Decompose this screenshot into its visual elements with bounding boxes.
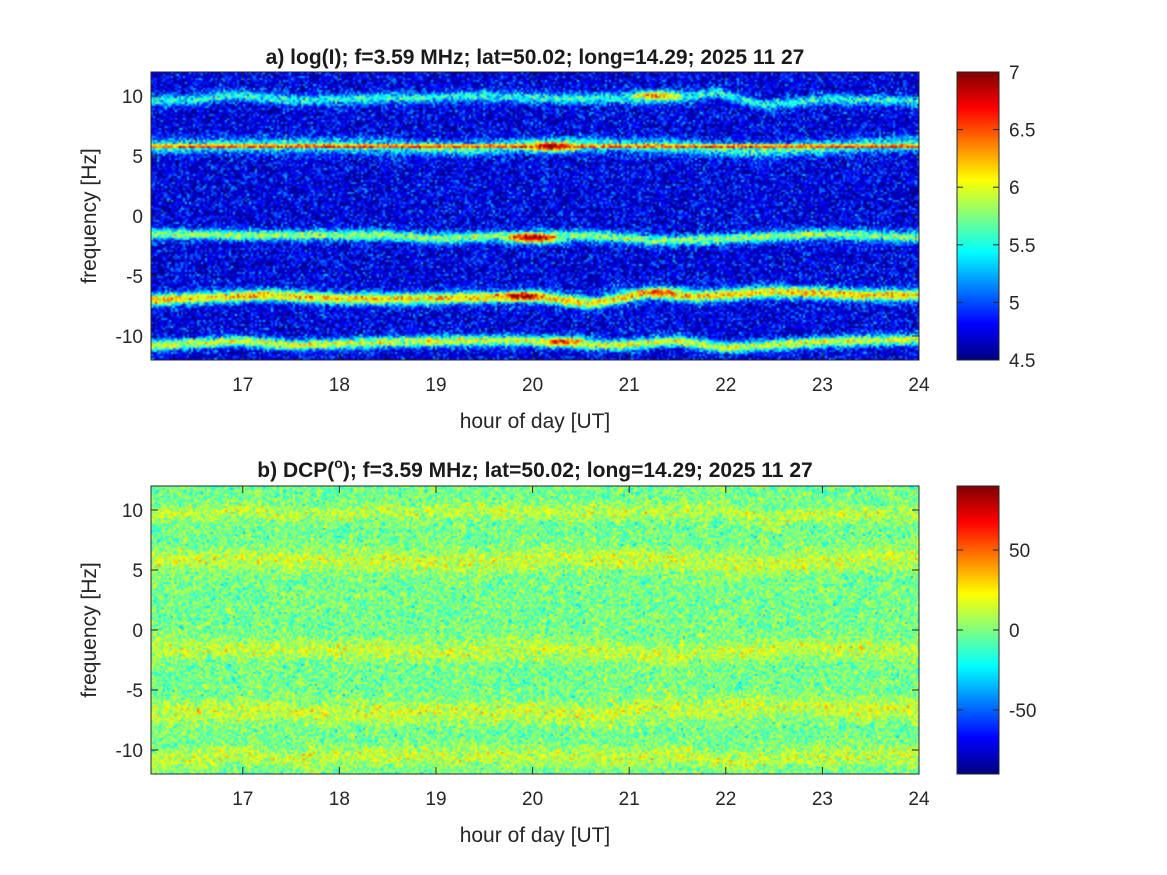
chart-title-b-end: ); f=3.59 MHz; lat=50.02; long=14.29; 20…	[343, 459, 813, 482]
colorbar-ticks-a: 7 6.5 6 5.5 5 4.5	[957, 63, 1035, 372]
x-tick-label: 22	[715, 789, 736, 810]
y-tick-label: -5	[126, 267, 143, 288]
y-tick-label: -5	[126, 681, 143, 702]
x-tick-label: 18	[329, 375, 350, 396]
colorbar-tick-label: 7	[1009, 63, 1020, 84]
x-axis-label-b: hour of day [UT]	[460, 824, 611, 847]
x-tick-label: 24	[908, 789, 930, 810]
x-axis-b: 17 18 19 20 21 22 23 24	[232, 486, 930, 810]
x-axis-label-a: hour of day [UT]	[460, 410, 611, 433]
panel-a: a) log(I); f=3.59 MHz; lat=50.02; long=1…	[78, 46, 1035, 433]
y-tick-label: 5	[132, 147, 143, 168]
x-tick-label: 23	[812, 375, 833, 396]
colorbar-tick-label: 0	[1009, 621, 1020, 642]
chart-title-b-start: b) DCP(	[257, 459, 334, 482]
colorbar-tick-label: 5	[1009, 293, 1020, 314]
x-tick-label: 19	[425, 375, 446, 396]
x-axis-a: 17 18 19 20 21 22 23 24	[232, 72, 930, 396]
y-axis-a: 10 5 0 -5 -10	[116, 87, 919, 348]
x-tick-label: 24	[908, 375, 930, 396]
colorbar-a	[957, 72, 999, 360]
heatmap-a	[151, 72, 919, 360]
colorbar-ticks-b: 50 0 -50	[957, 541, 1036, 722]
chart-title-a: a) log(I); f=3.59 MHz; lat=50.02; long=1…	[266, 46, 805, 69]
x-tick-label: 20	[522, 375, 543, 396]
x-tick-label: 21	[619, 375, 640, 396]
panel-b: b) DCP(o); f=3.59 MHz; lat=50.02; long=1…	[78, 455, 1036, 847]
x-tick-label: 17	[232, 789, 253, 810]
y-tick-label: 0	[132, 207, 143, 228]
colorbar-tick-label: 6	[1009, 178, 1020, 199]
y-tick-label: -10	[116, 327, 143, 348]
chart-title-b-superscript: o	[334, 455, 343, 471]
y-tick-label: 5	[132, 561, 143, 582]
x-tick-label: 23	[812, 789, 833, 810]
colorbar-b	[957, 486, 999, 774]
y-tick-label: 10	[122, 501, 143, 522]
y-axis-label-a: frequency [Hz]	[78, 148, 101, 283]
y-tick-label: 10	[122, 87, 143, 108]
x-tick-label: 19	[425, 789, 446, 810]
colorbar-tick-label: 5.5	[1009, 236, 1035, 257]
colorbar-tick-label: 50	[1009, 541, 1030, 562]
colorbar-frame-a	[956, 71, 1000, 361]
x-tick-label: 17	[232, 375, 253, 396]
chart-title-b: b) DCP(o); f=3.59 MHz; lat=50.02; long=1…	[257, 455, 812, 482]
x-tick-label: 22	[715, 375, 736, 396]
colorbar-tick-label: 6.5	[1009, 121, 1035, 142]
x-tick-label: 20	[522, 789, 543, 810]
heatmap-b	[151, 486, 919, 774]
colorbar-tick-label: -50	[1009, 701, 1036, 722]
colorbar-tick-label: 4.5	[1009, 351, 1035, 372]
x-tick-label: 18	[329, 789, 350, 810]
y-tick-label: -10	[116, 741, 143, 762]
x-tick-label: 21	[619, 789, 640, 810]
y-axis-label-b: frequency [Hz]	[78, 562, 101, 697]
y-tick-label: 0	[132, 621, 143, 642]
y-axis-b: 10 5 0 -5 -10	[116, 501, 919, 762]
